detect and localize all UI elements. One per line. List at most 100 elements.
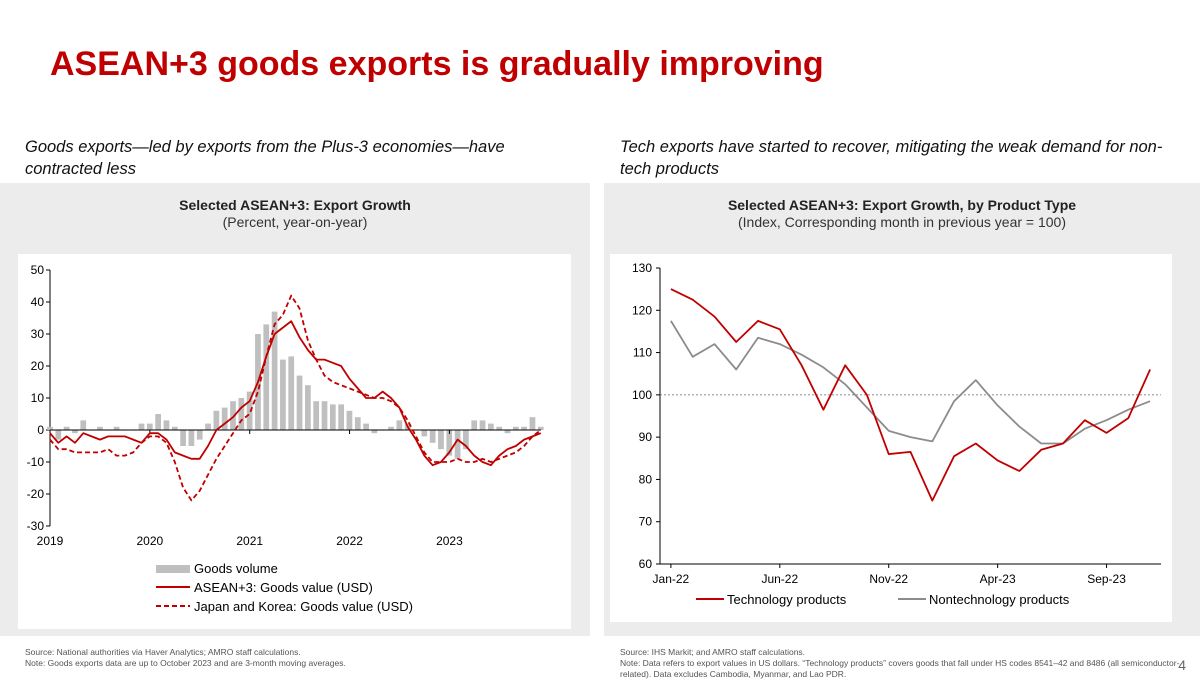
left-y-tick-label: 0 (37, 423, 44, 437)
legend-label-asean3: ASEAN+3: Goods value (USD) (194, 580, 373, 595)
right-x-tick-label: Apr-23 (980, 572, 1016, 586)
left-chart-title: Selected ASEAN+3: Export Growth (179, 197, 411, 213)
left-chart-subtitle: (Percent, year-on-year) (222, 214, 368, 230)
left-chart-svg: -30 -20 -10 0 10 20 30 40 50 2019 2020 2021 2022 2023… (27, 263, 544, 614)
right-y-tick-label: 60 (639, 557, 653, 571)
goods-volume-bar (97, 426, 103, 430)
right-y-tick-label: 120 (632, 303, 652, 317)
left-y-tick-label: 20 (31, 359, 45, 373)
goods-volume-bar (479, 420, 486, 430)
goods-volume-bar (529, 417, 536, 430)
left-y-tick-label: 50 (31, 263, 45, 277)
left-x-tick-label: 2023 (436, 534, 463, 548)
goods-volume-bar (213, 410, 220, 430)
left-y-tick-label: -20 (27, 487, 45, 501)
legend-label-goods-volume: Goods volume (194, 561, 278, 576)
right-y-tick-label: 130 (632, 261, 652, 275)
legend-label-nontechnology: Nontechnology products (929, 592, 1070, 607)
left-x-tick-label: 2019 (37, 534, 64, 548)
goods-volume-bar (72, 430, 78, 434)
goods-volume-bar (163, 420, 170, 430)
goods-volume-bar (429, 430, 436, 443)
right-note-line: Note: Data refers to export values in US… (620, 658, 1180, 679)
right-x-tick-label: Nov-22 (869, 572, 908, 586)
right-chart-subtitle: (Index, Corresponding month in previous … (737, 214, 1066, 230)
right-y-tick-label: 90 (639, 430, 653, 444)
goods-volume-bar (146, 423, 153, 430)
goods-volume-bar (80, 420, 87, 430)
legend-label-japan-korea: Japan and Korea: Goods value (USD) (194, 599, 413, 614)
legend-swatch-goods-volume (156, 565, 190, 573)
goods-volume-bar (263, 324, 270, 430)
goods-volume-bar (329, 404, 336, 430)
left-x-tick-label: 2022 (336, 534, 363, 548)
goods-volume-bar (537, 426, 544, 430)
goods-volume-bar (521, 426, 527, 430)
page-title: ASEAN+3 goods exports is gradually impro… (50, 45, 824, 83)
goods-volume-bar (171, 426, 178, 430)
goods-volume-bar (63, 426, 70, 430)
goods-volume-bar (487, 423, 494, 430)
goods-volume-bar (280, 359, 286, 430)
right-source-note: Source: IHS Markit; and AMRO staff calcu… (620, 647, 1180, 680)
goods-volume-bar (512, 426, 519, 430)
goods-volume-bar (138, 423, 145, 430)
goods-volume-bar (471, 420, 478, 430)
right-x-tick-label: Jan-22 (653, 572, 690, 586)
goods-volume-bar (205, 423, 211, 430)
right-x-tick-label: Sep-23 (1087, 572, 1126, 586)
right-chart-panel: Selected ASEAN+3: Export Growth, by Prod… (604, 183, 1200, 636)
goods-volume-bar (354, 417, 361, 430)
left-note-line: Note: Goods exports data are up to Octob… (25, 658, 346, 668)
goods-volume-bar (221, 407, 228, 430)
goods-volume-bar (504, 430, 511, 434)
right-x-tick-label: Jun-22 (761, 572, 798, 586)
left-x-tick-label: 2021 (236, 534, 263, 548)
goods-volume-bar (155, 414, 161, 430)
goods-volume-bar (446, 430, 453, 456)
goods-volume-bar (55, 430, 62, 440)
goods-volume-bar (421, 430, 428, 437)
technology-products-line (670, 288, 1151, 502)
goods-volume-bar (496, 426, 503, 430)
goods-volume-bar (321, 401, 328, 430)
right-y-tick-label: 110 (633, 346, 652, 360)
left-source-note: Source: National authorities via Haver A… (25, 647, 595, 669)
goods-volume-bar (371, 430, 378, 434)
goods-volume-bar (338, 404, 344, 430)
goods-volume-bar (313, 401, 320, 430)
right-chart-title: Selected ASEAN+3: Export Growth, by Prod… (727, 197, 1077, 213)
left-source-line: Source: National authorities via Haver A… (25, 647, 301, 657)
goods-volume-bar (246, 391, 253, 430)
right-y-tick-label: 70 (639, 515, 653, 529)
goods-volume-bar (196, 430, 203, 440)
left-x-tick-label: 2020 (137, 534, 164, 548)
goods-volume-bar (230, 401, 236, 430)
goods-volume-bar (296, 375, 303, 430)
right-chart-caption: Tech exports have started to recover, mi… (620, 138, 1163, 178)
left-y-tick-label: 30 (31, 327, 45, 341)
left-chart-caption: Goods exports—led by exports from the Pl… (25, 138, 505, 178)
goods-volume-bar (288, 356, 295, 430)
goods-volume-bar (454, 430, 461, 459)
nontechnology-products-line (670, 320, 1151, 445)
goods-volume-bar (396, 420, 403, 430)
right-y-tick-label: 100 (632, 388, 652, 402)
goods-volume-bar (304, 385, 311, 430)
left-plot-area: -30 -20 -10 0 10 20 30 40 50 2019 2020 2021 2022 2023… (18, 254, 571, 629)
goods-volume-bar (113, 426, 120, 430)
right-plot-area: 60 70 80 90 100 110 120 130 Jan-22 Jun-22 Nov-22 Ap… (610, 254, 1172, 622)
goods-volume-bar (238, 398, 245, 430)
legend-label-technology: Technology products (727, 592, 847, 607)
page-number: 4 (1178, 657, 1186, 673)
right-chart-svg: 60 70 80 90 100 110 120 130 Jan-22 Jun-22 Nov-22 Ap… (632, 261, 1161, 607)
goods-volume-bar (438, 430, 444, 450)
goods-volume-bar (388, 426, 394, 430)
goods-volume-bar (188, 430, 195, 446)
japan-korea-goods-value-line (49, 294, 542, 502)
right-y-tick-label: 80 (639, 472, 653, 486)
left-y-tick-label: 40 (31, 295, 45, 309)
asean3-goods-value-line (49, 320, 542, 467)
left-y-tick-label: -10 (27, 455, 45, 469)
left-y-tick-label: 10 (31, 391, 45, 405)
